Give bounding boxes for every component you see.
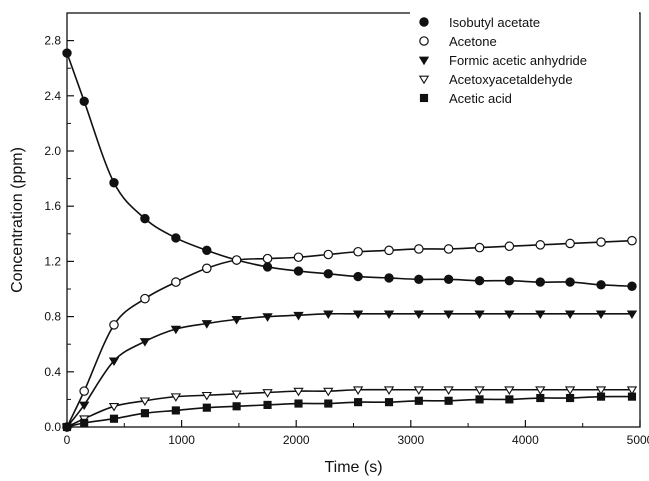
data-point-acetone	[232, 256, 240, 264]
legend-marker-acetic-acid	[420, 94, 427, 101]
data-point-acetone	[172, 278, 180, 286]
y-tick-label: 0.0	[44, 420, 61, 434]
data-point-isobutyl-acetate	[263, 263, 271, 271]
data-point-acetone	[628, 237, 636, 245]
data-point-acetic-acid	[415, 397, 422, 404]
data-point-isobutyl-acetate	[444, 275, 452, 283]
x-tick-label: 3000	[397, 433, 424, 447]
data-point-isobutyl-acetate	[628, 282, 636, 290]
y-tick-label: 2.4	[44, 89, 61, 103]
x-axis-title: Time (s)	[324, 459, 382, 476]
data-point-acetic-acid	[264, 401, 271, 408]
data-point-acetone	[597, 238, 605, 246]
y-tick-label: 1.6	[44, 199, 61, 213]
data-point-acetic-acid	[141, 410, 148, 417]
data-point-acetone	[444, 245, 452, 253]
y-tick-label: 1.2	[44, 254, 61, 268]
fit-curve-formic-acetic-anhydride	[67, 314, 632, 427]
data-point-acetic-acid	[325, 400, 332, 407]
data-point-acetone	[536, 241, 544, 249]
fit-curve-acetoxyacetaldehyde	[67, 390, 632, 427]
y-tick-label: 0.4	[44, 365, 61, 379]
data-point-isobutyl-acetate	[536, 278, 544, 286]
data-point-acetic-acid	[506, 396, 513, 403]
data-point-isobutyl-acetate	[385, 274, 393, 282]
data-point-isobutyl-acetate	[415, 275, 423, 283]
data-point-isobutyl-acetate	[597, 281, 605, 289]
legend-label-acetoxyacetaldehyde: Acetoxyacetaldehyde	[449, 72, 573, 87]
legend-label-acetic-acid: Acetic acid	[449, 91, 512, 106]
data-point-isobutyl-acetate	[566, 278, 574, 286]
data-point-acetone	[354, 248, 362, 256]
data-point-acetic-acid	[445, 397, 452, 404]
data-point-acetone	[80, 387, 88, 395]
legend-marker-isobutyl-acetate	[420, 18, 428, 26]
legend-label-formic-acetic-anhydride: Formic acetic anhydride	[449, 53, 587, 68]
data-point-acetone	[385, 246, 393, 254]
x-tick-label: 5000	[627, 433, 649, 447]
data-point-isobutyl-acetate	[294, 267, 302, 275]
x-tick-label: 0	[64, 433, 71, 447]
data-point-acetic-acid	[110, 415, 117, 422]
data-point-acetic-acid	[385, 399, 392, 406]
data-point-acetone	[110, 321, 118, 329]
data-point-isobutyl-acetate	[63, 49, 71, 57]
data-point-acetone	[475, 243, 483, 251]
data-point-acetic-acid	[355, 399, 362, 406]
data-point-isobutyl-acetate	[354, 272, 362, 280]
data-point-isobutyl-acetate	[505, 277, 513, 285]
data-point-isobutyl-acetate	[324, 270, 332, 278]
data-point-acetic-acid	[628, 393, 635, 400]
data-point-acetone	[324, 250, 332, 258]
data-point-acetone	[263, 254, 271, 262]
x-tick-label: 2000	[283, 433, 310, 447]
x-tick-label: 1000	[168, 433, 195, 447]
data-point-acetic-acid	[476, 396, 483, 403]
data-point-acetic-acid	[233, 403, 240, 410]
legend: Isobutyl acetate Acetone Formic acetic anh…	[410, 12, 639, 115]
data-point-acetic-acid	[295, 400, 302, 407]
data-point-isobutyl-acetate	[203, 246, 211, 254]
data-point-acetic-acid	[597, 393, 604, 400]
data-point-acetone	[294, 253, 302, 261]
data-point-isobutyl-acetate	[475, 277, 483, 285]
data-point-acetone	[203, 264, 211, 272]
data-point-acetic-acid	[567, 394, 574, 401]
data-point-acetic-acid	[81, 419, 88, 426]
fit-curve-acetic-acid	[67, 397, 632, 427]
data-point-isobutyl-acetate	[110, 179, 118, 187]
data-point-acetone	[566, 239, 574, 247]
y-tick-label: 0.8	[44, 310, 61, 324]
data-point-acetic-acid	[537, 394, 544, 401]
data-point-acetic-acid	[172, 407, 179, 414]
data-point-isobutyl-acetate	[141, 214, 149, 222]
data-point-acetone	[415, 245, 423, 253]
legend-label-acetone: Acetone	[449, 34, 497, 49]
data-point-isobutyl-acetate	[172, 234, 180, 242]
y-axis-title: Concentration (ppm)	[9, 147, 26, 293]
legend-label-isobutyl-acetate: Isobutyl acetate	[449, 15, 540, 30]
data-point-acetone	[141, 294, 149, 302]
legend-marker-acetone	[420, 37, 428, 45]
x-tick-label: 4000	[512, 433, 539, 447]
data-point-acetone	[505, 242, 513, 250]
y-tick-label: 2.8	[44, 34, 61, 48]
data-point-acetic-acid	[203, 404, 210, 411]
data-point-isobutyl-acetate	[80, 97, 88, 105]
y-tick-label: 2.0	[44, 144, 61, 158]
